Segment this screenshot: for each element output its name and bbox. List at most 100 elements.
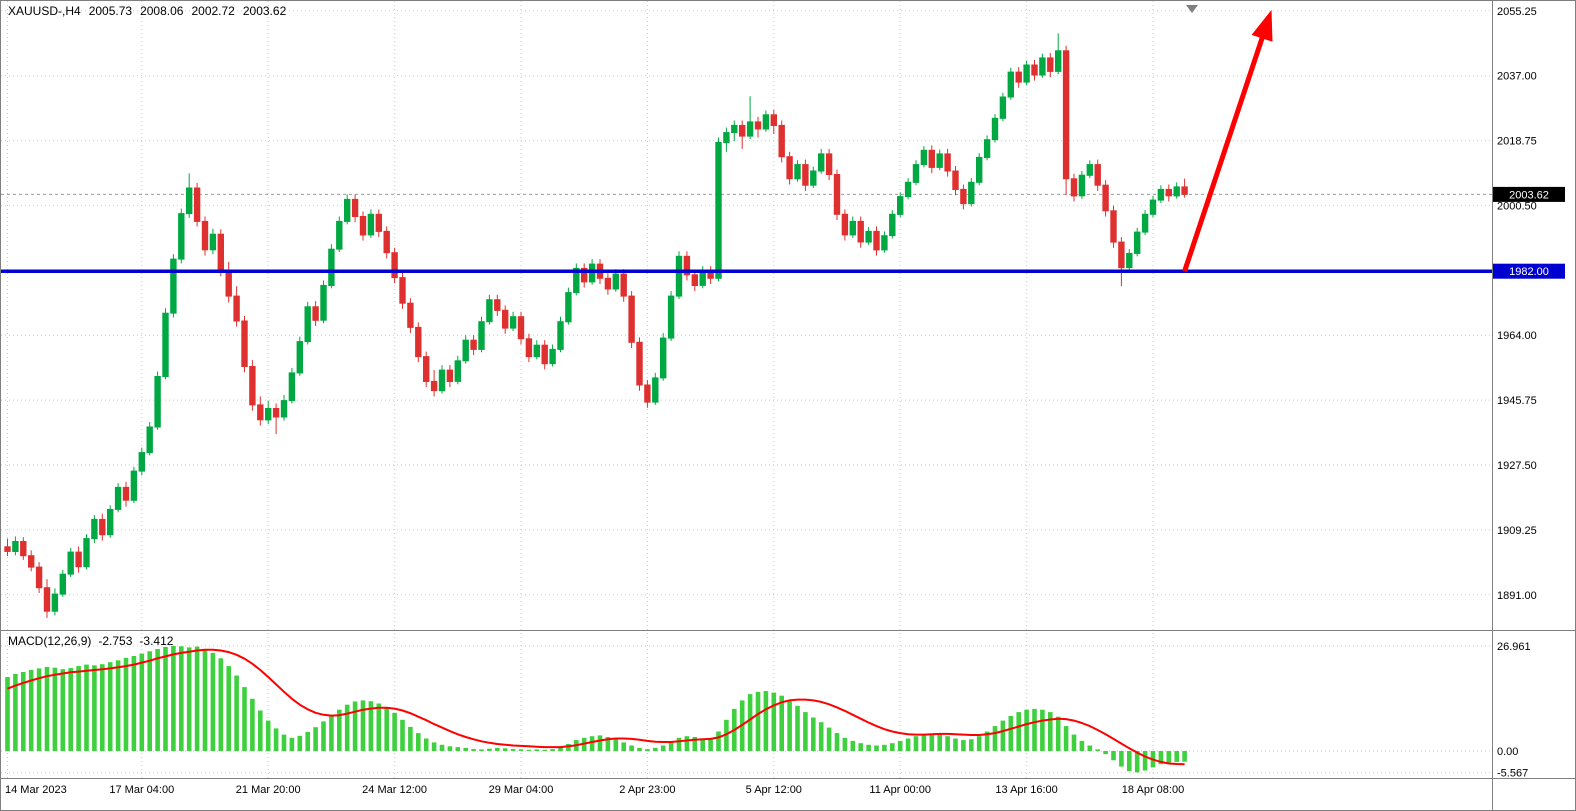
current-price-tag: 2003.62 xyxy=(1493,186,1565,202)
macd-bar xyxy=(913,736,919,751)
candle-down xyxy=(233,295,240,322)
macd-name: MACD(12,26,9) xyxy=(8,634,92,648)
macd-bar xyxy=(929,733,935,751)
macd-bar xyxy=(676,737,682,751)
candle-up xyxy=(59,573,66,595)
low-value: 2002.72 xyxy=(191,4,235,18)
macd-bar xyxy=(147,651,152,751)
candle-down xyxy=(75,551,82,568)
candle-down xyxy=(312,306,319,321)
candle-down xyxy=(825,153,833,175)
macd-bar xyxy=(471,749,476,751)
candle-up xyxy=(146,426,153,454)
macd-bar xyxy=(653,747,658,751)
candle-down xyxy=(423,356,430,383)
macd-bar xyxy=(392,712,397,751)
macd-bar xyxy=(1032,708,1037,751)
candle-up xyxy=(462,339,469,362)
macd-bar xyxy=(976,736,982,751)
macd-signal-line xyxy=(7,648,1185,766)
macd-bar xyxy=(1111,751,1116,761)
macd-bar xyxy=(1079,740,1085,751)
macd-bar xyxy=(226,666,231,751)
candle-up xyxy=(936,153,943,168)
macd-bar xyxy=(28,670,34,751)
macd-bar xyxy=(811,717,816,751)
macd-bar xyxy=(558,747,563,751)
candle-up xyxy=(865,230,872,243)
trend-arrow-head[interactable] xyxy=(1251,9,1273,42)
candle-up xyxy=(849,220,856,236)
candle-up xyxy=(612,273,619,290)
candle-down xyxy=(470,339,477,350)
price-axis-label: 2000.50 xyxy=(1497,200,1537,212)
candle-up xyxy=(976,156,983,183)
candle-up xyxy=(170,258,177,314)
macd-bar xyxy=(550,749,555,751)
candle-up xyxy=(991,117,999,141)
macd-bar xyxy=(629,745,634,751)
macd-bar xyxy=(360,700,366,751)
macd-bar xyxy=(487,748,492,751)
candle-up xyxy=(897,196,904,215)
candle-up xyxy=(454,360,462,382)
candle-down xyxy=(691,274,698,286)
candle-up xyxy=(588,263,596,283)
price-axis-label: 1927.50 xyxy=(1497,460,1537,472)
candle-down xyxy=(833,174,841,215)
candle-up xyxy=(367,213,375,236)
macd-bar xyxy=(179,646,184,751)
candle-down xyxy=(620,273,627,297)
candle-up xyxy=(67,551,74,575)
macd-bar xyxy=(352,701,358,751)
candle-down xyxy=(28,555,35,568)
macd-bar xyxy=(890,743,895,751)
macd-bar xyxy=(44,666,50,751)
candle-down xyxy=(351,198,359,217)
price-axis-label: 1964.00 xyxy=(1497,330,1537,342)
candle-down xyxy=(375,213,383,232)
macd-bar xyxy=(1071,734,1077,751)
time-axis-label: 21 Mar 20:00 xyxy=(235,784,301,796)
candle-down xyxy=(399,277,406,304)
candle-up xyxy=(1039,57,1046,76)
macd-bar xyxy=(1166,751,1172,763)
price-axis-label: 2037.00 xyxy=(1497,71,1537,83)
macd-bar xyxy=(1103,751,1108,755)
candle-up xyxy=(549,348,556,365)
macd-bar xyxy=(510,749,516,751)
time-axis-label: 13 Apr 16:00 xyxy=(995,784,1058,796)
macd-bar xyxy=(76,666,81,751)
candle-up xyxy=(794,164,801,180)
candle-down xyxy=(1047,57,1054,72)
macd-bar xyxy=(984,731,990,751)
candle-down xyxy=(494,299,501,311)
macd-bar xyxy=(297,735,303,751)
candle-up xyxy=(1078,174,1086,197)
candle-down xyxy=(502,309,509,329)
chart-shift-marker[interactable] xyxy=(1186,5,1198,13)
candle-down xyxy=(1165,188,1172,197)
macd-bar xyxy=(945,736,950,751)
close-value: 2003.62 xyxy=(242,4,287,18)
candle-down xyxy=(359,216,367,236)
macd-bar xyxy=(376,703,382,751)
candle-down xyxy=(952,170,959,190)
macd-bar xyxy=(305,731,310,751)
candle-up xyxy=(675,255,683,297)
candle-down xyxy=(1031,64,1038,76)
hline-price-tag-text: 1982.00 xyxy=(1509,266,1549,278)
candle-up xyxy=(699,270,706,286)
candle-up xyxy=(344,198,351,222)
candle-down xyxy=(407,302,414,328)
macd-bar xyxy=(961,740,966,751)
macd-bar xyxy=(1040,709,1045,751)
trend-arrow-shaft[interactable] xyxy=(1182,31,1267,272)
macd-bar xyxy=(1134,751,1140,773)
macd-bar xyxy=(344,704,350,751)
macd-bar xyxy=(795,705,800,751)
candle-up xyxy=(1023,64,1030,83)
macd-bar xyxy=(1055,716,1061,751)
macd-bar xyxy=(131,656,137,751)
